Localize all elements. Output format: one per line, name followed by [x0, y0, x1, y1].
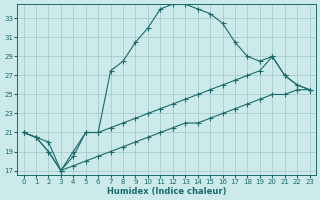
X-axis label: Humidex (Indice chaleur): Humidex (Indice chaleur) — [107, 187, 226, 196]
